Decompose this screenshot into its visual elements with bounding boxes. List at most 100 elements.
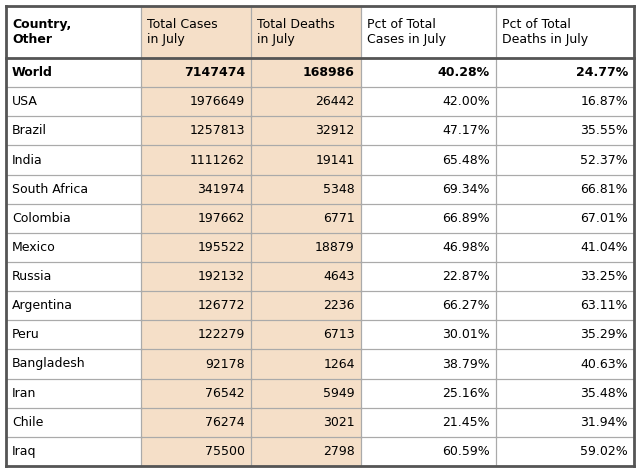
Bar (6, 262, 141, 291)
Bar (251, 262, 361, 291)
Bar (141, 437, 251, 466)
Text: Colombia: Colombia (12, 212, 71, 225)
Text: Iran: Iran (12, 387, 36, 400)
Bar (251, 204, 361, 233)
Bar (6, 291, 141, 320)
Text: 1976649: 1976649 (189, 95, 245, 108)
Text: 4643: 4643 (323, 270, 355, 283)
Text: Total Cases
in July: Total Cases in July (147, 18, 218, 46)
Text: 33.25%: 33.25% (580, 270, 628, 283)
Text: 32912: 32912 (316, 124, 355, 137)
Bar (361, 175, 496, 204)
Text: 41.04%: 41.04% (580, 241, 628, 254)
Text: 1264: 1264 (323, 357, 355, 371)
Bar (361, 291, 496, 320)
Bar (141, 6, 251, 58)
Bar (6, 87, 141, 116)
Bar (141, 87, 251, 116)
Text: 38.79%: 38.79% (442, 357, 490, 371)
Text: 24.77%: 24.77% (576, 66, 628, 79)
Text: Bangladesh: Bangladesh (12, 357, 86, 371)
Text: 65.48%: 65.48% (442, 153, 490, 167)
Bar (496, 408, 634, 437)
Bar (496, 58, 634, 87)
Text: Pct of Total
Cases in July: Pct of Total Cases in July (367, 18, 446, 46)
Text: 16.87%: 16.87% (580, 95, 628, 108)
Bar (496, 349, 634, 379)
Bar (141, 175, 251, 204)
Text: India: India (12, 153, 43, 167)
Bar (496, 233, 634, 262)
Text: 92178: 92178 (205, 357, 245, 371)
Text: 197662: 197662 (198, 212, 245, 225)
Bar (496, 116, 634, 145)
Bar (361, 6, 496, 58)
Bar (496, 437, 634, 466)
Text: 21.45%: 21.45% (442, 416, 490, 429)
Text: 75500: 75500 (205, 445, 245, 458)
Text: 2236: 2236 (323, 299, 355, 312)
Bar (496, 320, 634, 349)
Text: 46.98%: 46.98% (442, 241, 490, 254)
Text: 66.89%: 66.89% (442, 212, 490, 225)
Text: 195522: 195522 (197, 241, 245, 254)
Text: 67.01%: 67.01% (580, 212, 628, 225)
Text: 3021: 3021 (323, 416, 355, 429)
Text: Mexico: Mexico (12, 241, 56, 254)
Text: 1257813: 1257813 (189, 124, 245, 137)
Bar (251, 145, 361, 175)
Bar (141, 262, 251, 291)
Text: 5348: 5348 (323, 183, 355, 195)
Bar (251, 349, 361, 379)
Text: 76274: 76274 (205, 416, 245, 429)
Text: 42.00%: 42.00% (442, 95, 490, 108)
Text: 35.55%: 35.55% (580, 124, 628, 137)
Text: 22.87%: 22.87% (442, 270, 490, 283)
Bar (496, 145, 634, 175)
Text: World: World (12, 66, 53, 79)
Text: 40.63%: 40.63% (580, 357, 628, 371)
Text: Argentina: Argentina (12, 299, 73, 312)
Bar (361, 204, 496, 233)
Bar (251, 437, 361, 466)
Text: 6771: 6771 (323, 212, 355, 225)
Text: 341974: 341974 (198, 183, 245, 195)
Bar (251, 6, 361, 58)
Text: 30.01%: 30.01% (442, 329, 490, 341)
Text: 66.27%: 66.27% (442, 299, 490, 312)
Bar (361, 437, 496, 466)
Text: Peru: Peru (12, 329, 40, 341)
Bar (141, 145, 251, 175)
Text: 26442: 26442 (316, 95, 355, 108)
Bar (496, 6, 634, 58)
Bar (141, 379, 251, 408)
Bar (496, 379, 634, 408)
Bar (6, 175, 141, 204)
Bar (141, 291, 251, 320)
Text: 19141: 19141 (316, 153, 355, 167)
Text: Russia: Russia (12, 270, 52, 283)
Bar (361, 145, 496, 175)
Bar (251, 320, 361, 349)
Text: 18879: 18879 (315, 241, 355, 254)
Text: 47.17%: 47.17% (442, 124, 490, 137)
Bar (251, 291, 361, 320)
Text: 122279: 122279 (198, 329, 245, 341)
Text: 1111262: 1111262 (190, 153, 245, 167)
Text: 192132: 192132 (198, 270, 245, 283)
Text: Iraq: Iraq (12, 445, 36, 458)
Text: South Africa: South Africa (12, 183, 88, 195)
Text: 63.11%: 63.11% (580, 299, 628, 312)
Bar (141, 408, 251, 437)
Text: Total Deaths
in July: Total Deaths in July (257, 18, 335, 46)
Text: 59.02%: 59.02% (580, 445, 628, 458)
Bar (496, 175, 634, 204)
Bar (251, 379, 361, 408)
Text: 40.28%: 40.28% (438, 66, 490, 79)
Text: 31.94%: 31.94% (580, 416, 628, 429)
Bar (6, 349, 141, 379)
Text: 69.34%: 69.34% (442, 183, 490, 195)
Bar (251, 233, 361, 262)
Text: Pct of Total
Deaths in July: Pct of Total Deaths in July (502, 18, 588, 46)
Text: 52.37%: 52.37% (580, 153, 628, 167)
